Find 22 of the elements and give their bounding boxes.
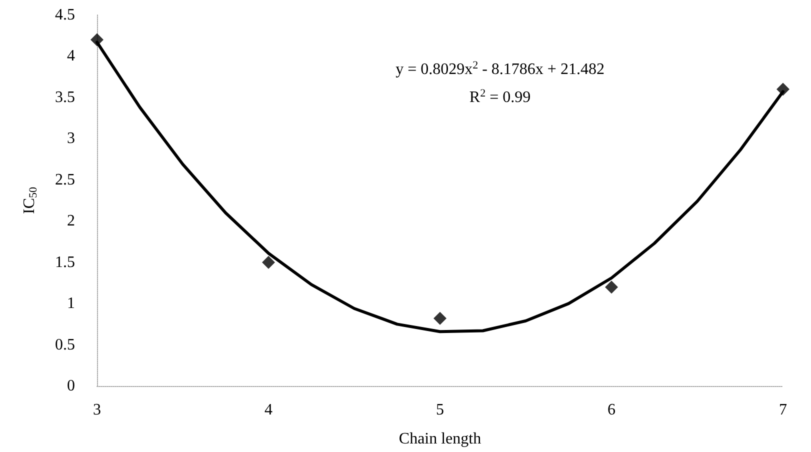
y-axis-title: IC50 bbox=[21, 186, 40, 214]
x-tick-label: 7 bbox=[779, 402, 787, 418]
point bbox=[605, 280, 618, 294]
x-tick-label: 3 bbox=[93, 402, 101, 418]
point bbox=[262, 256, 275, 269]
point bbox=[90, 33, 104, 46]
x-tick-label: 6 bbox=[608, 402, 616, 418]
y-tick-label: 3 bbox=[67, 130, 75, 148]
y-tick-label: 1.5 bbox=[55, 254, 75, 271]
x-tick-label: 5 bbox=[436, 402, 444, 418]
point bbox=[776, 82, 790, 96]
x-axis-title: Chain length bbox=[398, 430, 482, 448]
y-tick-label: 3.5 bbox=[55, 88, 75, 106]
y-tick-label: 0 bbox=[67, 378, 75, 394]
y-tick-label: 0.5 bbox=[55, 336, 75, 354]
y-tick-label: 1 bbox=[67, 295, 75, 312]
x-tick-label: 4 bbox=[264, 402, 272, 418]
point bbox=[434, 312, 446, 325]
y-tick-label: 4 bbox=[67, 48, 75, 65]
y-tick-label: 2 bbox=[67, 212, 75, 230]
y-tick-label: 2.5 bbox=[55, 171, 75, 188]
y-tick-label: 4.5 bbox=[55, 6, 75, 24]
